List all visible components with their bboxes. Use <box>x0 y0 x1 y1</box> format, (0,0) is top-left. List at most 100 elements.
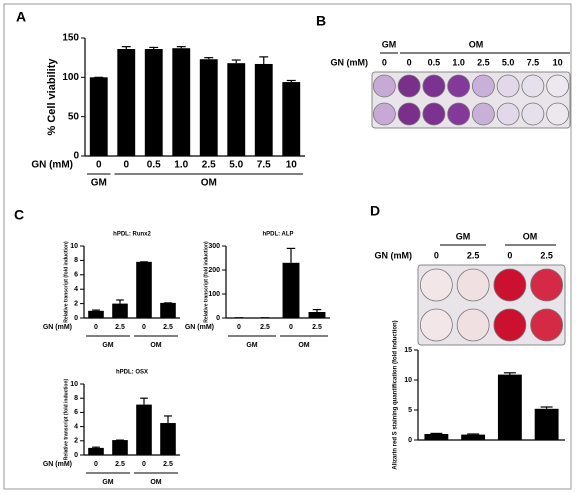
x-axis-label: GN (mM) <box>43 324 72 331</box>
y-tick-label: 15 <box>404 347 412 354</box>
x-tick-label: 0 <box>237 324 241 331</box>
dose-label: 0 <box>434 250 439 260</box>
error-bar <box>164 415 172 424</box>
y-tick-label: 300 <box>208 243 220 250</box>
y-tick-label: 0 <box>74 452 78 459</box>
dose-label: 0 <box>507 250 512 260</box>
error-bar <box>467 433 480 435</box>
x-axis-label: GN (mM) <box>43 461 72 468</box>
x-tick-label: 7.5 <box>257 160 271 171</box>
x-tick-label: 10 <box>286 160 298 171</box>
group-label: GM <box>456 231 471 241</box>
dose-label: 10 <box>553 57 563 67</box>
bar <box>461 434 486 440</box>
x-tick-label: 2.5 <box>163 324 173 331</box>
y-axis-label: Alizarin red S staining quantification (… <box>393 320 399 469</box>
well <box>372 102 396 126</box>
y-axis-label: Relative transcript (fold induction) <box>203 241 209 323</box>
well <box>372 74 396 98</box>
well <box>496 74 520 98</box>
dose-label: 2.5 <box>477 57 490 67</box>
group-label: OM <box>469 39 484 49</box>
chart-title: hPDL: ALP <box>262 232 293 238</box>
error-bar <box>121 46 131 50</box>
x-tick-label: 0 <box>96 160 102 171</box>
y-tick-label: 50 <box>68 111 80 122</box>
y-tick-label: 10 <box>70 381 78 388</box>
x-tick-label: 0 <box>142 324 146 331</box>
y-tick-label: 8 <box>74 257 78 264</box>
bar <box>89 77 108 156</box>
well <box>496 102 520 126</box>
well <box>419 268 453 302</box>
y-tick-label: 6 <box>74 409 78 416</box>
group-label: OM <box>523 231 538 241</box>
group-label: OM <box>150 342 161 349</box>
bar <box>424 434 449 440</box>
error-bar <box>503 372 516 375</box>
x-tick-label: 0.5 <box>147 160 161 171</box>
error-bar <box>116 299 124 304</box>
well <box>521 102 545 126</box>
well <box>456 308 490 342</box>
well <box>521 74 545 98</box>
error-bar <box>259 56 269 64</box>
bar <box>282 262 300 318</box>
dose-label: 2.5 <box>467 250 480 260</box>
error-bar <box>204 57 214 60</box>
x-axis-label: GN (mM) <box>185 324 214 331</box>
y-tick-label: 200 <box>208 267 220 274</box>
x-tick-label: 2.5 <box>260 324 270 331</box>
bar <box>497 374 522 440</box>
error-bar <box>140 397 148 405</box>
error-bar <box>92 446 100 448</box>
group-label: GM <box>102 479 113 486</box>
well <box>471 102 495 126</box>
dose-label: 5.0 <box>502 57 515 67</box>
bar <box>227 63 246 156</box>
bar <box>199 59 218 156</box>
group-label: GM <box>382 39 397 49</box>
well <box>422 74 446 98</box>
group-label: GM <box>102 342 113 349</box>
well <box>530 308 564 342</box>
y-tick-label: 10 <box>404 377 412 384</box>
x-tick-label: 2.5 <box>163 461 173 468</box>
x-tick-label: 0 <box>289 324 293 331</box>
y-tick-label: 100 <box>62 72 79 83</box>
error-bar <box>312 309 322 312</box>
dose-label: 2.5 <box>540 250 553 260</box>
y-tick-label: 0 <box>216 315 220 322</box>
panel-label: D <box>370 203 380 219</box>
bar <box>308 312 326 318</box>
bar <box>136 261 152 318</box>
y-tick-label: 4 <box>74 286 78 293</box>
x-tick-label: 0 <box>142 461 146 468</box>
frame <box>3 3 572 490</box>
y-tick-label: 2 <box>74 438 78 445</box>
bar <box>88 447 104 455</box>
error-bar <box>286 79 296 83</box>
dose-label: 0.5 <box>428 57 441 67</box>
y-axis-label: Relative transcript (fold induction) <box>63 241 69 323</box>
bar <box>160 423 176 455</box>
chart-title: hPDL: OSX <box>116 370 148 376</box>
x-label: GN (mM) <box>331 57 369 67</box>
bar <box>112 303 128 318</box>
error-bar <box>176 46 186 49</box>
bar <box>136 404 152 455</box>
well <box>493 308 527 342</box>
y-tick-label: 0 <box>408 437 412 444</box>
y-axis-label: Relative transcript (fold induction) <box>63 378 69 460</box>
y-tick-label: 5 <box>408 407 412 414</box>
y-tick-label: 150 <box>62 33 79 44</box>
bar <box>282 82 301 156</box>
x-tick-label: 5.0 <box>229 160 243 171</box>
error-bar <box>540 406 553 409</box>
bar <box>117 49 136 156</box>
bar <box>144 49 163 156</box>
panel-label: A <box>16 9 26 25</box>
well <box>546 102 570 126</box>
x-label: GN (mM) <box>375 250 413 260</box>
